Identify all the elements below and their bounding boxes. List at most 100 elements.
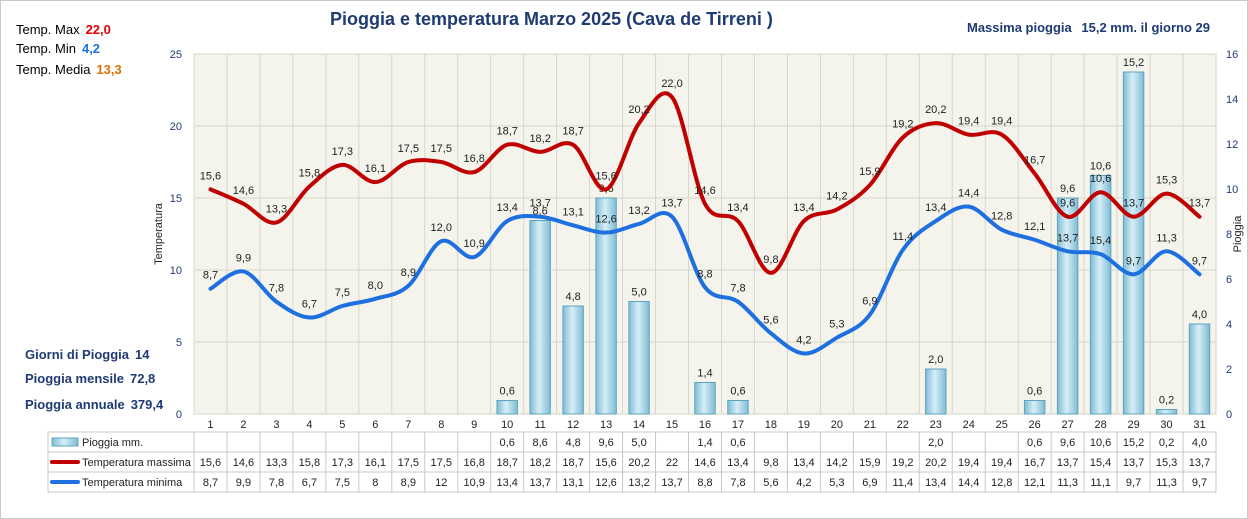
max-rain-value: 15,2 mm. il giorno 29 <box>1081 20 1210 35</box>
x-tick-label: 2 <box>240 419 246 431</box>
temp-min-label: 13,4 <box>925 202 946 214</box>
table-cell: 13,7 <box>529 477 550 489</box>
table-cell: 12,8 <box>991 477 1012 489</box>
temp-max-label: 18,7 <box>496 126 517 138</box>
rain-bar-label: 5,0 <box>631 287 646 299</box>
table-cell: 13,7 <box>1123 457 1144 469</box>
rain-bar-label: 10,6 <box>1090 161 1111 173</box>
temp-max-label: 22,0 <box>661 78 682 90</box>
table-cell: 4,0 <box>1192 437 1207 449</box>
table-cell: 4,2 <box>796 477 811 489</box>
table-cell: 14,2 <box>826 457 847 469</box>
temp-max-label: 13,3 <box>266 203 287 215</box>
table-cell: 13,4 <box>925 477 946 489</box>
table-cell: 17,3 <box>332 457 353 469</box>
rain-bar <box>1122 71 1145 415</box>
table-cell: 11,3 <box>1057 477 1078 489</box>
table-cell: 19,2 <box>892 457 913 469</box>
table-cell: 9,8 <box>763 457 778 469</box>
table-cell: 9,9 <box>236 477 251 489</box>
stat-label: Pioggia annuale <box>25 397 125 412</box>
table-cell: 15,2 <box>1123 437 1144 449</box>
table-cell: 10,9 <box>464 477 485 489</box>
table-cell: 15,6 <box>200 457 221 469</box>
temp-max-label: 15,8 <box>299 167 320 179</box>
table-cell: 7,8 <box>730 477 745 489</box>
table-cell: 13,7 <box>661 477 682 489</box>
stat-rain-month: Pioggia mensile 72,8 <box>25 371 155 386</box>
temp-max-label: 15,9 <box>859 166 880 178</box>
max-rain-note: Massima pioggia 15,2 mm. il giorno 29 <box>967 20 1210 35</box>
table-cell: 13,4 <box>793 457 814 469</box>
table-cell: 13,7 <box>1057 457 1078 469</box>
x-tick-label: 12 <box>567 419 579 431</box>
temp-min-label: 13,2 <box>628 205 649 217</box>
table-cell: 5,0 <box>631 437 646 449</box>
temp-min-label: 12,6 <box>595 214 616 226</box>
table-cell: 13,7 <box>1189 457 1210 469</box>
table-cell: 12 <box>435 477 447 489</box>
table-cell: 1,4 <box>697 437 712 449</box>
x-tick-label: 21 <box>864 419 876 431</box>
y-tick-right: 0 <box>1226 409 1232 421</box>
y-tick-right: 8 <box>1226 229 1232 241</box>
table-cell: 0,6 <box>730 437 745 449</box>
temp-max-label: 9,8 <box>763 254 778 266</box>
table-cell: 14,4 <box>958 477 979 489</box>
temp-min-label: 8,0 <box>368 280 383 292</box>
x-tick-label: 4 <box>306 419 312 431</box>
temp-max-label: 13,4 <box>793 202 814 214</box>
temp-min-line <box>208 204 1202 356</box>
temp-min-label: 13,4 <box>496 202 517 214</box>
table-cell: 13,4 <box>727 457 748 469</box>
temp-min-label: 4,2 <box>796 335 811 347</box>
table-cell: 20,2 <box>925 457 946 469</box>
x-tick-label: 19 <box>798 419 810 431</box>
rain-bar-label: 0,2 <box>1159 395 1174 407</box>
table-cell: 7,8 <box>269 477 284 489</box>
x-tick-label: 7 <box>405 419 411 431</box>
x-tick-label: 24 <box>963 419 975 431</box>
table-cell: 8,9 <box>401 477 416 489</box>
y-tick-left: 20 <box>170 121 182 133</box>
x-tick-label: 9 <box>471 419 477 431</box>
table-cell: 0,2 <box>1159 437 1174 449</box>
stat-value: 22,0 <box>85 22 111 37</box>
rain-bar-label: 9,6 <box>1060 183 1075 195</box>
max-rain-label: Massima pioggia <box>967 20 1072 35</box>
temp-max-label: 15,6 <box>595 170 616 182</box>
temp-max-label: 13,7 <box>1123 198 1144 210</box>
rain-bar <box>1056 197 1079 415</box>
temp-max-label: 17,3 <box>332 146 353 158</box>
x-tick-label: 5 <box>339 419 345 431</box>
y-tick-right: 6 <box>1226 274 1232 286</box>
temp-min-label: 12,0 <box>431 222 452 234</box>
y-tick-right: 14 <box>1226 94 1238 106</box>
stat-rain-year: Pioggia annuale 379,4 <box>25 397 163 412</box>
y-tick-right: 4 <box>1226 319 1232 331</box>
temp-min-label: 11,3 <box>1156 232 1177 244</box>
stat-value: 14 <box>135 347 150 362</box>
x-tick-label: 28 <box>1094 419 1106 431</box>
stat-rain-days: Giorni di Pioggia 14 <box>25 347 149 362</box>
rain-bar <box>1023 400 1046 415</box>
table-cell: 14,6 <box>694 457 715 469</box>
table-cell: 9,6 <box>1060 437 1075 449</box>
x-tick-label: 31 <box>1193 419 1205 431</box>
temp-min-label: 8,8 <box>697 268 712 280</box>
temp-min-label: 13,7 <box>529 198 550 210</box>
stat-value: 4,2 <box>81 41 101 56</box>
table-cell: 10,6 <box>1090 437 1111 449</box>
y-tick-left: 15 <box>170 193 182 205</box>
temp-min-label: 7,8 <box>269 283 284 295</box>
table-cell: 5,6 <box>763 477 778 489</box>
rain-bar-label: 4,0 <box>1192 309 1207 321</box>
temp-min-label: 8,7 <box>203 270 218 282</box>
x-tick-label: 29 <box>1127 419 1139 431</box>
y-tick-right: 16 <box>1226 49 1238 61</box>
temp-min-label: 13,7 <box>661 198 682 210</box>
table-cell: 2,0 <box>928 437 943 449</box>
x-tick-label: 22 <box>897 419 909 431</box>
rain-bar <box>1155 409 1178 415</box>
y-tick-left: 10 <box>170 265 182 277</box>
